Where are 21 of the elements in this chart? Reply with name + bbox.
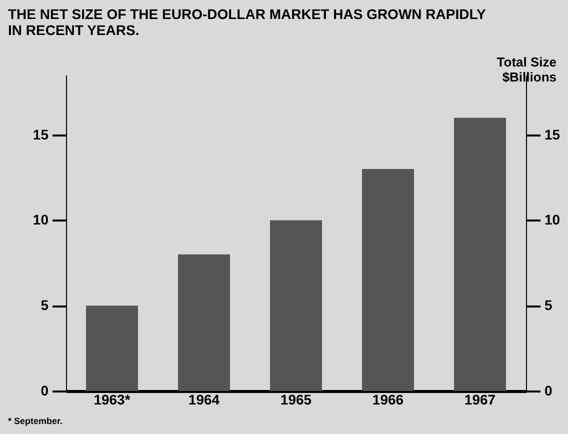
x-tick-label: 1967 (464, 392, 496, 408)
bar (362, 168, 414, 391)
bar (454, 118, 506, 391)
y2-tick-label: 15 (544, 126, 560, 142)
y-tick-label: 15 (32, 126, 49, 142)
y2-tick-label: 0 (544, 382, 552, 398)
y-tick-label: 10 (32, 212, 49, 228)
x-tick-label: 1963* (94, 392, 131, 408)
text: * September. (8, 416, 63, 426)
y2-tick-label: 5 (544, 297, 552, 314)
y-tick-label: 0 (40, 382, 49, 398)
y-tick-label: 5 (40, 297, 49, 314)
x-tick-label: 1966 (372, 392, 404, 408)
y2-tick-label: 10 (544, 212, 560, 228)
bar (270, 220, 322, 391)
y2-axis-title: Total Size $Billions (496, 54, 556, 84)
bar (178, 254, 230, 391)
x-tick-label: 1964 (188, 392, 220, 408)
chart-title: THE NET SIZE OF THE EURO-DOLLAR MARKET HAS GROWN RAPIDLY IN RECENT YEARS. (8, 6, 486, 38)
bar (86, 306, 138, 391)
x-tick-label: 1965 (280, 392, 312, 408)
